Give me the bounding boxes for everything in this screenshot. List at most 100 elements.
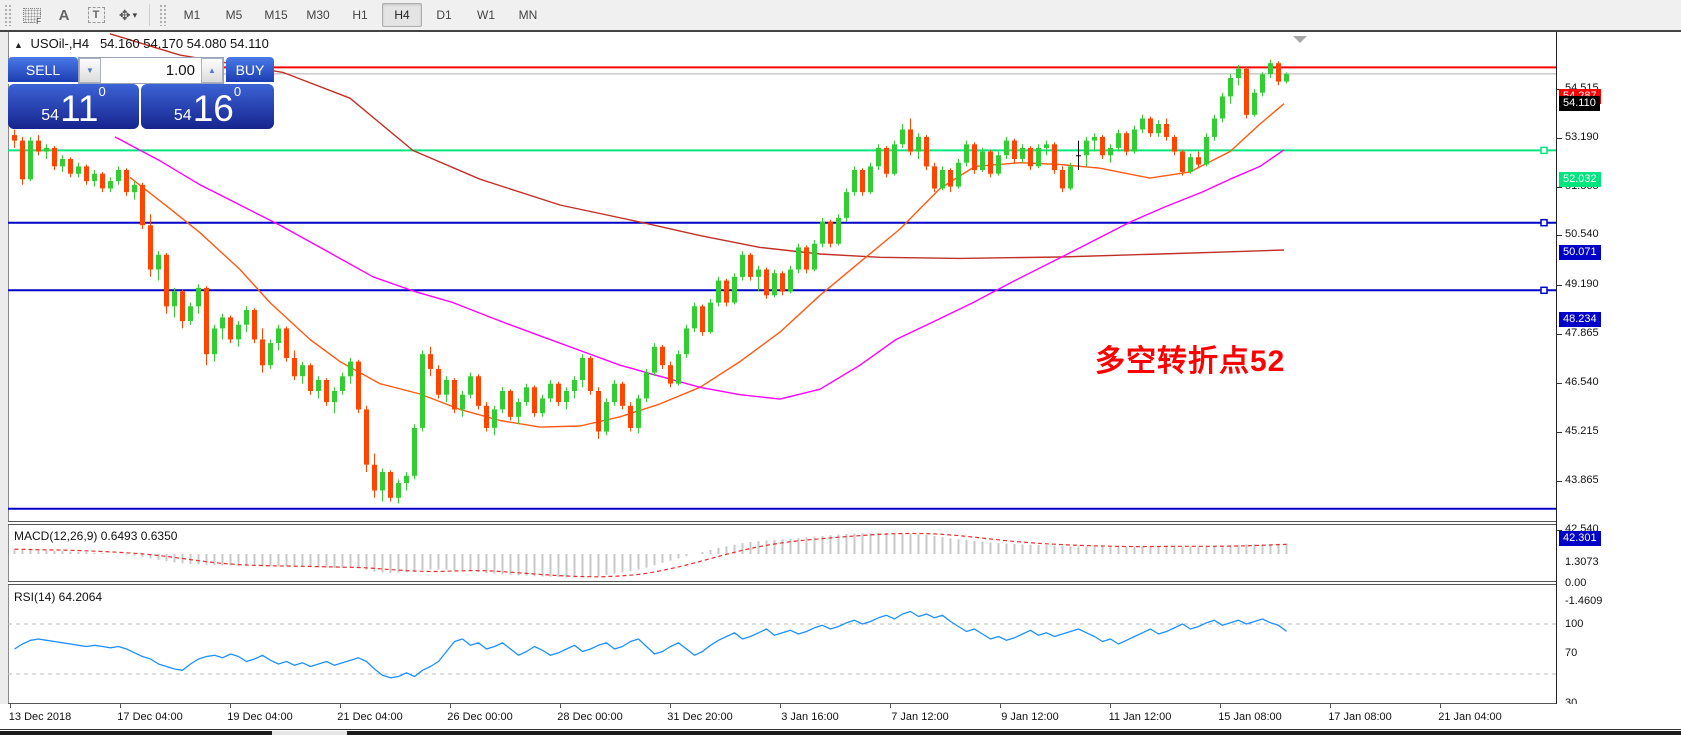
timeframe-toolbar-grip[interactable]	[159, 4, 167, 26]
chart-window[interactable]: ▲ USOil-,H4 54.160 54.170 54.080 54.110 …	[0, 30, 1681, 735]
timeframe-button-h4[interactable]: H4	[382, 3, 422, 27]
macd-pane-plot[interactable]	[8, 523, 1556, 581]
date-tick-label: 15 Jan 08:00	[1218, 711, 1282, 723]
price-tick-dash	[1557, 285, 1562, 286]
toolbar-separator	[149, 4, 150, 26]
toolbar: F A T ✥ ▾ M1 M5 M15 M30 H1 H4 D1 W1 MN	[0, 0, 1681, 31]
text-annotation-icon[interactable]: A	[58, 6, 70, 24]
ma-slow	[114, 136, 1285, 400]
timeframe-button-w1[interactable]: W1	[477, 8, 495, 22]
price-tick-label: 47.865	[1565, 327, 1599, 339]
date-tick-label: 28 Dec 00:00	[557, 711, 623, 723]
indicator-axis-label: -1.4609	[1565, 595, 1603, 607]
price-tick-dash	[1557, 383, 1562, 384]
timeframe-button-m5[interactable]: M5	[225, 8, 243, 22]
indicator-axis-label: 70	[1565, 647, 1578, 659]
one-click-trading-panel: SELL ▼ ▲ BUY 54 11 0 54 16 0	[8, 57, 274, 129]
volume-up-button[interactable]: ▲	[201, 58, 223, 83]
volume-stepper: ▼ ▲	[78, 57, 224, 84]
indicator-axis-label: 1.3073	[1565, 556, 1599, 568]
date-tick-dash	[670, 704, 671, 708]
sell-price-display[interactable]: 54 11 0	[8, 84, 139, 129]
rsi-pane-plot[interactable]	[8, 583, 1556, 703]
price-tick-dash	[1557, 235, 1562, 236]
collapse-triangle-icon[interactable]: ▲	[14, 40, 23, 50]
date-tick-dash	[340, 704, 341, 708]
price-tick-dash	[1557, 481, 1562, 482]
volume-input[interactable]	[101, 58, 201, 83]
date-axis[interactable]: 13 Dec 2018 17 Dec 04:00 19 Dec 04:00 21 De…	[0, 704, 1681, 729]
price-tick-dash	[1557, 432, 1562, 433]
price-tick-label: 49.190	[1565, 278, 1599, 290]
scrollbar-thumb[interactable]	[272, 731, 347, 735]
timeframe-buttons: M1 M5 M15 M30 H1 H4 D1 W1 MN	[171, 3, 549, 27]
chinese-annotation-text: 多空转折点52	[1095, 345, 1286, 378]
pane-separator[interactable]	[8, 581, 1556, 585]
buy-price-pips: 0	[233, 84, 242, 99]
cursor-mode-icon[interactable]: ✥ ▾	[118, 6, 138, 23]
price-tick-dash	[1557, 530, 1562, 531]
price-axis-border	[1556, 32, 1557, 729]
timeframe-button-h1[interactable]: H1	[352, 8, 368, 22]
indicator-grid-icon[interactable]: F	[18, 3, 46, 27]
price-tick-label: 46.540	[1565, 376, 1599, 388]
date-tick-dash	[780, 704, 781, 708]
sell-price-main: 11	[60, 88, 99, 129]
date-tick-label: 17 Dec 04:00	[117, 711, 183, 723]
price-tick-dash	[1557, 187, 1562, 188]
date-tick-label: 19 Dec 04:00	[227, 711, 293, 723]
sell-button[interactable]: SELL	[8, 57, 78, 84]
price-badge-42.301: 42.301	[1559, 531, 1601, 546]
price-badge-52.032: 52.032	[1559, 172, 1601, 187]
rsi-line	[14, 610, 1287, 679]
text-box-icon[interactable]: T	[82, 3, 110, 27]
date-tick-dash	[1330, 704, 1331, 708]
date-tick-label: 21 Jan 04:00	[1438, 711, 1502, 723]
pane-separator[interactable]	[8, 521, 1556, 525]
window-left-frame	[0, 32, 9, 729]
hline-handle	[1540, 146, 1548, 155]
price-tick-label: 43.865	[1565, 474, 1599, 486]
date-tick-label: 3 Jan 16:00	[781, 711, 839, 723]
price-tick-label: 53.190	[1565, 131, 1599, 143]
price-axis[interactable]: 54.51553.19051.86550.54049.19047.86546.5…	[1557, 32, 1681, 734]
buy-price-display[interactable]: 54 16 0	[141, 84, 274, 129]
buy-price-main: 16	[192, 88, 234, 129]
price-tick-label: 45.215	[1565, 425, 1599, 437]
date-tick-dash	[120, 704, 121, 708]
date-tick-label: 17 Jan 08:00	[1328, 711, 1392, 723]
date-tick-dash	[450, 704, 451, 708]
chart-title: ▲ USOil-,H4 54.160 54.170 54.080 54.110	[14, 36, 269, 51]
hline-handle	[1540, 286, 1548, 295]
date-tick-label: 26 Dec 00:00	[447, 711, 513, 723]
date-axis-border	[0, 729, 1681, 730]
date-tick-dash	[890, 704, 891, 708]
toolbar-grip[interactable]	[4, 4, 12, 26]
scrollbar-track[interactable]	[0, 731, 1681, 735]
macd-signal-line	[14, 532, 1287, 578]
rsi-label: RSI(14) 64.2064	[14, 590, 103, 604]
date-tick-label: 13 Dec 2018	[8, 711, 72, 723]
timeframe-button-m30[interactable]: M30	[306, 8, 330, 22]
date-tick-dash	[10, 704, 11, 708]
date-tick-label: 9 Jan 12:00	[1001, 711, 1059, 723]
timeframe-button-mn[interactable]: MN	[518, 8, 538, 22]
sell-price-pips: 0	[98, 84, 106, 99]
volume-down-button[interactable]: ▼	[79, 58, 101, 83]
buy-price-prefix: 54	[173, 107, 192, 124]
symbol-period-label: USOil-,H4	[30, 36, 90, 51]
buy-button[interactable]: BUY	[226, 57, 274, 84]
timeframe-button-d1[interactable]: D1	[436, 8, 452, 22]
date-tick-dash	[1110, 704, 1111, 708]
timeframe-button-m1[interactable]: M1	[183, 8, 201, 22]
timeframe-button-m15[interactable]: M15	[264, 8, 288, 22]
chart-shift-marker-icon	[1293, 36, 1307, 43]
dropdown-caret-icon: ▾	[132, 9, 138, 20]
date-tick-label: 31 Dec 20:00	[667, 711, 733, 723]
date-tick-dash	[560, 704, 561, 708]
main-chart-plot[interactable]	[8, 32, 1556, 521]
macd-label: MACD(12,26,9) 0.6493 0.6350	[14, 529, 178, 543]
ohlc-quote-label: 54.160 54.170 54.080 54.110	[99, 36, 269, 51]
date-tick-dash	[1220, 704, 1221, 708]
